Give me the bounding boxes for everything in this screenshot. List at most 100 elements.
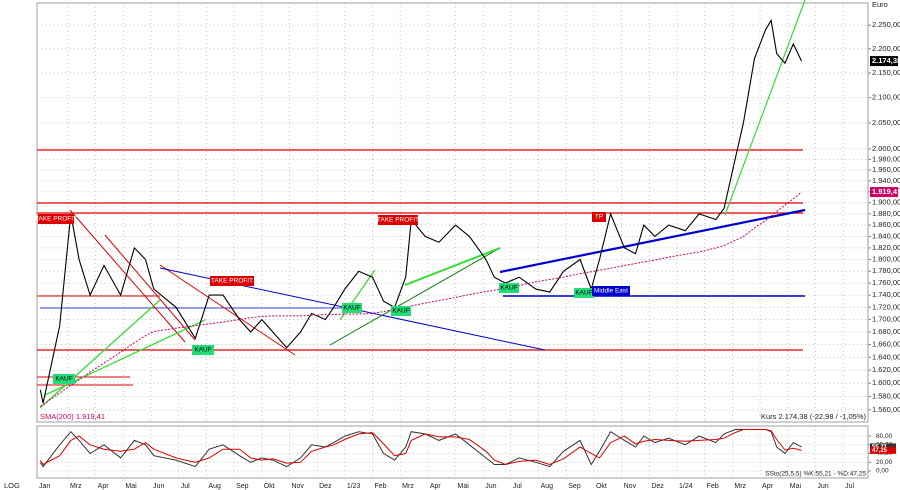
annotation-label: TAKE PROFIT (211, 278, 253, 285)
x-tick-label: Feb (375, 483, 387, 490)
y-tick-label: 1.580,00 (872, 391, 900, 400)
x-tick-label: Feb (707, 483, 719, 490)
y-tick-label: 2.200,00 (872, 44, 900, 53)
x-tick-label: Aug (541, 483, 554, 490)
y2-tick-label: 20,00 (876, 459, 893, 466)
last-value-tag (870, 187, 898, 198)
y2-tick-label: 80,00 (876, 433, 893, 440)
last-value-tag (870, 446, 896, 454)
x-tick-label: Jul (181, 483, 190, 490)
x-tick-label: Jun (485, 483, 496, 490)
sma-line (39, 191, 802, 407)
y-tick-label: 2.100,00 (872, 93, 900, 102)
sma-text: SMA(200) 1.919,41 (40, 412, 105, 421)
x-tick-label: Okt (596, 483, 607, 490)
trend-line (104, 234, 196, 341)
x-tick-label: Mai (790, 483, 802, 490)
annotation-box (574, 288, 594, 298)
x-tick-label: Dez (651, 483, 664, 490)
x-tick-label: Mrz (734, 483, 746, 490)
trend-line (404, 247, 501, 286)
y-tick-label: 1.740,00 (872, 290, 900, 299)
annotation-box (592, 286, 630, 296)
y-tick-label: 2.050,00 (872, 118, 900, 127)
y-tick-label: 1.940,00 (872, 176, 900, 185)
last-value-label: 2.174,38 (872, 56, 900, 65)
y-tick-label: 1.620,00 (872, 365, 900, 374)
annotation-box (391, 306, 411, 316)
x-tick-label: Nov (624, 483, 637, 490)
annotation-box (192, 345, 214, 355)
y-tick-label: 1.720,00 (872, 302, 900, 311)
annotation-label: TAKE PROFIT (35, 216, 77, 223)
y-axis-label: Euro (872, 0, 888, 9)
x-tick-label: Jan (39, 483, 50, 490)
x-tick-label: Jun (153, 483, 164, 490)
trend-line (159, 264, 296, 356)
x-tick-label: Jul (845, 483, 854, 490)
y-tick-label: 1.980,00 (872, 154, 900, 163)
stoch-line (39, 429, 802, 468)
y-tick-label: 1.680,00 (872, 327, 900, 336)
x-tick-label: Mai (458, 483, 470, 490)
annotation-label: TP (595, 214, 603, 221)
y-tick-label: 1.780,00 (872, 266, 900, 275)
info-text: Kurs 2.174,38 (-22,98 / -1,05%) (761, 412, 867, 421)
y-tick-label: 1.660,00 (872, 340, 900, 349)
annotation-box (210, 276, 254, 286)
annotation-box (378, 215, 418, 225)
annotation-label: TAKE PROFIT (377, 217, 419, 224)
y2-tick-label: 0,00 (876, 468, 889, 475)
annotation-label: KAUF (500, 285, 517, 292)
y-tick-label: 1.840,00 (872, 231, 900, 240)
annotation-box (38, 214, 74, 224)
y-tick-label: 2.250,00 (872, 20, 900, 29)
x-tick-label: Nov (291, 483, 304, 490)
trend-line (69, 209, 186, 343)
last-value-label: 1.919,41 (872, 187, 900, 196)
x-tick-label: Dez (319, 483, 332, 490)
annotation-label: KAUF (194, 347, 211, 354)
price-line (39, 18, 803, 404)
y-tick-label: 1.560,00 (872, 405, 900, 414)
x-tick-label: Mrz (70, 483, 82, 490)
stoch-text: SSto(25,5,5) %K:55,21 - %D:47,25 (765, 471, 866, 478)
x-tick-label: Mrz (402, 483, 414, 490)
y-tick-label: 1.880,00 (872, 209, 900, 218)
last-value-label: 47,25 (872, 448, 888, 454)
x-tick-label: Sep (236, 483, 249, 490)
y-tick-label: 1.800,00 (872, 255, 900, 264)
x-tick-label: Jun (817, 483, 828, 490)
last-value-tag (870, 56, 898, 67)
trend-line (329, 247, 501, 346)
y-tick-label: 2.000,00 (872, 144, 900, 153)
x-tick-label: Jul (513, 483, 522, 490)
x-tick-label: 1/24 (679, 483, 693, 490)
x-tick-label: Apr (762, 483, 774, 490)
annotation-box (53, 374, 75, 384)
x-tick-label: Sep (568, 483, 581, 490)
y-tick-label: 1.700,00 (872, 315, 900, 324)
annotation-box (342, 303, 362, 313)
y-tick-label: 1.760,00 (872, 278, 900, 287)
y-tick-label: 1.860,00 (872, 220, 900, 229)
y-tick-label: 1.600,00 (872, 378, 900, 387)
x-tick-label: Aug (208, 483, 221, 490)
stoch-line (39, 429, 802, 466)
x-tick-label: Apr (430, 483, 442, 490)
y-tick-label: 2.150,00 (872, 68, 900, 77)
y-tick-label: 1.640,00 (872, 352, 900, 361)
y-tick-label: 1.820,00 (872, 243, 900, 252)
y-tick-label: 1.960,00 (872, 165, 900, 174)
scale-label: LOG (4, 481, 20, 490)
x-tick-label: Okt (264, 483, 275, 490)
trend-line (724, 0, 806, 216)
trend-line (39, 299, 161, 409)
y-tick-label: 1.900,00 (872, 198, 900, 207)
annotation-label: KAUF (55, 376, 72, 383)
x-tick-label: 1/23 (347, 483, 361, 490)
annotation-label: KAUF (343, 305, 360, 312)
